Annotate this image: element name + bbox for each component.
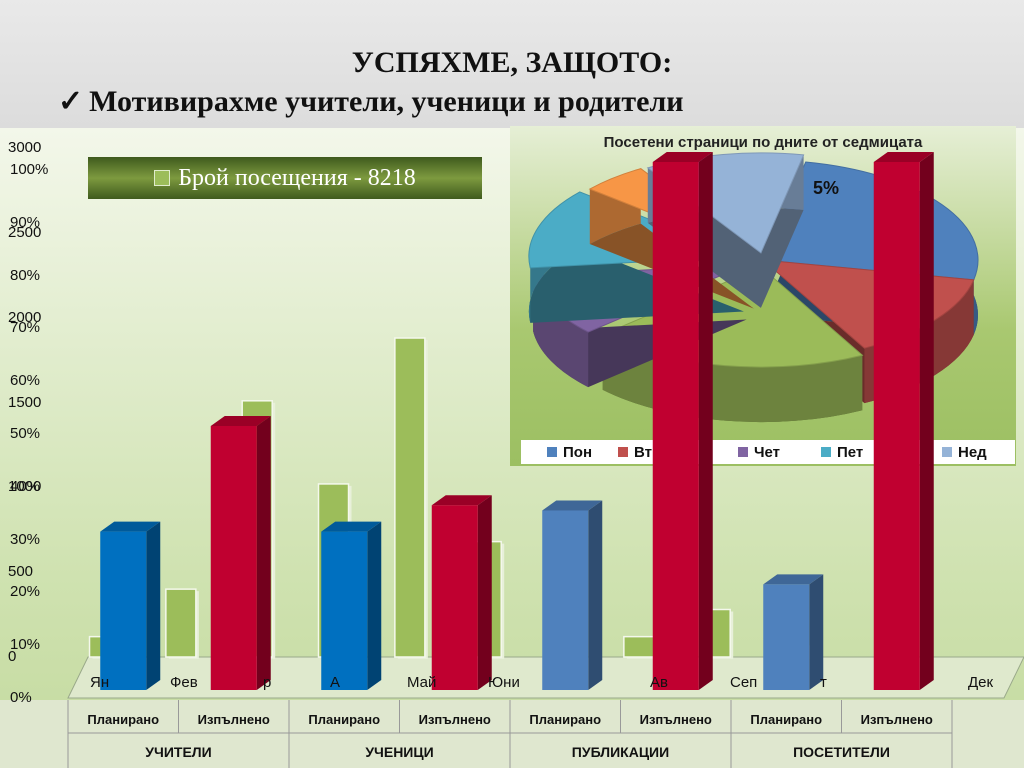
percent-bar-top [873, 152, 934, 162]
pie-legend-item: Пет [821, 440, 863, 464]
visits-month-label: Фев [170, 674, 198, 691]
visits-legend-label: Брой посещения - 8218 [178, 164, 416, 191]
legend-swatch [821, 447, 831, 457]
visits-month-label: А [330, 674, 341, 691]
percent-ytick: 50% [10, 425, 41, 442]
category-table-background [0, 700, 1024, 768]
visits-ytick: 500 [8, 563, 34, 581]
visits-ytick: 2500 [8, 223, 42, 241]
subtitle-text: Мотивирахме учители, ученици и родители [89, 85, 684, 118]
percent-ytick: 20% [10, 583, 41, 601]
pie-legend-item: Нед [942, 440, 987, 464]
pie-chart-title: Посетени страници по дните от седмицата [603, 134, 923, 151]
percent-ytick: 100% [10, 161, 49, 178]
visits-ytick: 3000 [8, 139, 42, 156]
percent-bar-side [256, 416, 271, 690]
percent-bar-top [542, 500, 603, 511]
percent-ytick: 40% [10, 477, 41, 495]
visits-ytick: 1500 [8, 393, 42, 411]
visits-ytick: 2000 [8, 308, 42, 326]
percent-bar [321, 531, 368, 690]
pie-legend-item: Вт [618, 440, 652, 464]
visits-month-label: р [263, 674, 272, 691]
pie-legend-label: Нед [958, 443, 987, 461]
visits-legend: Брой посещения - 8218 [88, 157, 482, 199]
pie-legend-label: Пон [563, 443, 593, 461]
percent-ytick: 30% [10, 530, 41, 548]
category-label: Изпълнено [639, 712, 712, 727]
visits-month-label: Ян [90, 674, 110, 691]
category-label: Планирано [529, 712, 602, 727]
percent-bar [873, 162, 920, 690]
visits-month-label: Май [407, 674, 437, 691]
legend-swatch [738, 447, 748, 457]
percent-bar-side [477, 495, 492, 690]
percent-bar-side [698, 152, 713, 690]
visits-month-label: Сеп [730, 674, 758, 691]
percent-bar [210, 426, 257, 690]
pie-legend-label: Чет [754, 443, 781, 461]
percent-bar-top [652, 152, 713, 162]
percent-bar-side [367, 521, 382, 690]
percent-bar-side [919, 152, 934, 690]
visits-month-label: Ав [650, 674, 668, 691]
percent-ytick: 0% [10, 689, 32, 706]
visits-month-label: Юни [488, 674, 520, 691]
percent-bar-top [100, 521, 161, 532]
percent-bar [652, 162, 699, 690]
category-label: Планирано [308, 712, 381, 727]
percent-bar [431, 505, 478, 690]
legend-swatch [154, 170, 171, 186]
percent-bar-side [146, 521, 161, 690]
percent-ytick: 60% [10, 372, 41, 390]
legend-swatch [618, 447, 628, 457]
category-label: Изпълнено [418, 712, 491, 727]
pie-legend-item: Чет [738, 440, 780, 464]
slide-header [0, 0, 1024, 128]
percent-ytick: 80% [10, 266, 41, 284]
percent-bar [763, 584, 810, 690]
percent-bar [542, 510, 589, 690]
visits-bar [394, 337, 426, 658]
legend-swatch [547, 447, 557, 457]
percent-bar [100, 531, 147, 690]
slide-subtitle: ✓ Мотивирахме учители, ученици и родители [58, 84, 684, 119]
percent-ytick: 90% [10, 213, 41, 231]
percent-ytick: 10% [10, 636, 41, 654]
group-label: УЧИТЕЛИ [145, 744, 212, 760]
visits-ytick: 1000 [8, 478, 42, 496]
group-label: УЧЕНИЦИ [365, 744, 434, 760]
visits-bar [623, 635, 655, 658]
legend-swatch [942, 447, 952, 457]
percent-bar-side [588, 500, 603, 690]
visits-month-label: т [820, 674, 827, 691]
category-label: Изпълнено [197, 712, 270, 727]
visits-month-label: Дек [968, 674, 994, 691]
percent-bar-side [809, 574, 824, 690]
percent-bar-top [431, 495, 492, 506]
percent-bar-top [210, 416, 271, 426]
group-label: ПОСЕТИТЕЛИ [793, 744, 890, 760]
percent-bar-top [321, 521, 382, 532]
visits-bar [165, 588, 197, 658]
group-label: ПУБЛИКАЦИИ [571, 744, 670, 760]
checkmark-icon: ✓ [58, 85, 84, 118]
visits-ytick: 0 [8, 648, 17, 665]
percent-bar-top [763, 574, 824, 585]
category-label: Планирано [750, 712, 823, 727]
category-label: Планирано [87, 712, 160, 727]
slide-title: УСПЯХМЕ, ЗАЩОТО: [351, 46, 673, 79]
percent-ytick: 70% [10, 319, 41, 337]
pie-slice-label: 5% [813, 178, 839, 198]
category-label: Изпълнено [860, 712, 933, 727]
pie-legend-label: Пет [837, 443, 864, 461]
pie-legend-item: Пон [547, 440, 592, 464]
pie-legend-label: Вт [634, 443, 652, 461]
